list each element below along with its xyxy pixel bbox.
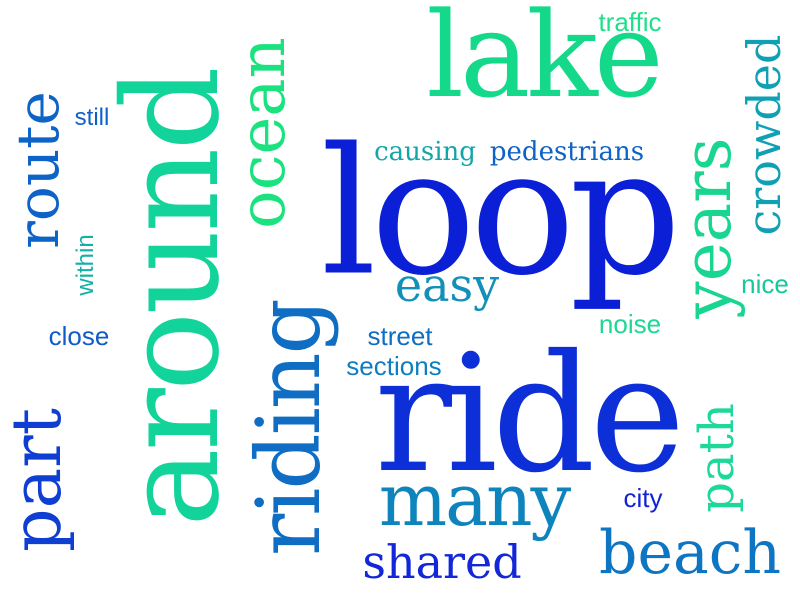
word-sections: sections [346,351,442,381]
word-within: within [72,234,99,296]
word-around: around [95,69,249,527]
word-easy: easy [394,258,500,312]
word-lake: lake [426,0,663,124]
word-street: street [367,321,433,351]
word-traffic: traffic [598,7,662,37]
word-riding: riding [237,300,340,556]
word-still: still [74,104,110,131]
word-route: route [4,91,72,249]
word-city: city [623,483,663,513]
word-ride: ride [374,321,686,509]
word-ocean: ocean [226,37,300,229]
word-path: path [689,403,745,513]
word-part: part [0,408,77,552]
word-pedestrians: pedestrians [489,137,645,167]
word-crowded: crowded [737,34,791,236]
word-years: years [669,137,746,319]
word-beach: beach [599,518,781,588]
word-loop: loop [320,111,682,315]
word-shared: shared [362,535,522,589]
word-many: many [378,458,571,542]
word-causing: causing [374,137,476,167]
word-close: close [48,321,110,351]
word-noise: noise [598,309,662,339]
word-nice: nice [741,269,789,299]
